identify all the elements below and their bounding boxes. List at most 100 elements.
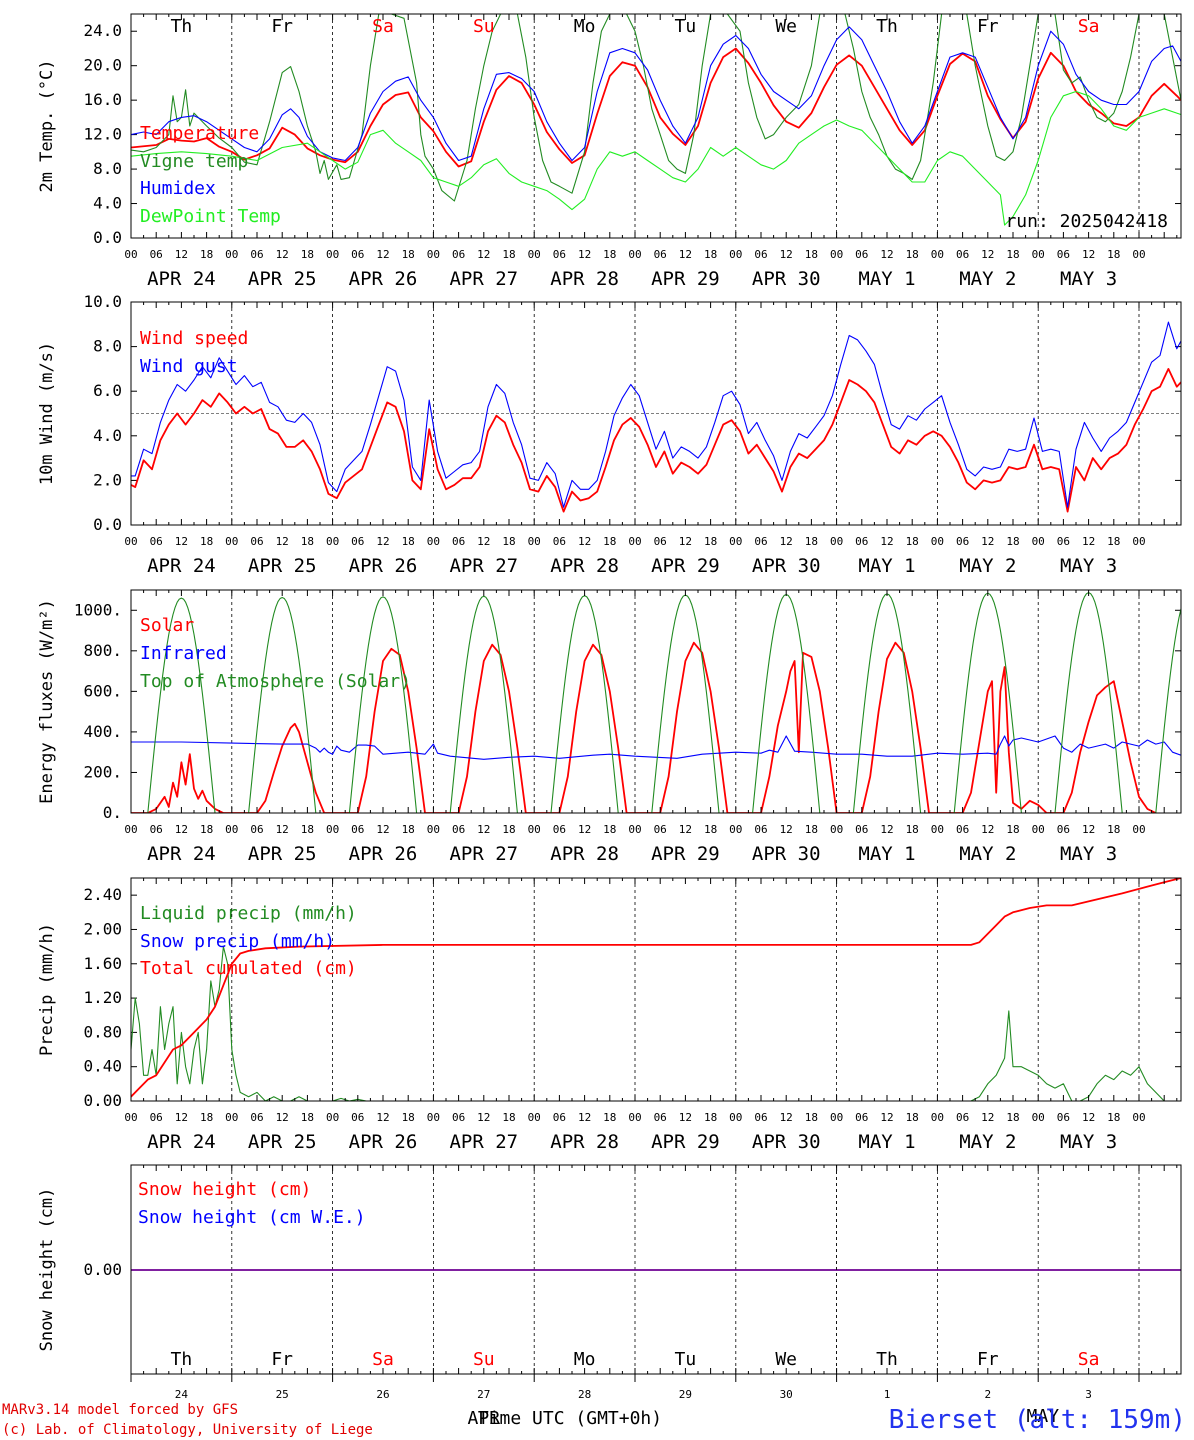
day-number-label: 3 <box>1085 1388 1092 1401</box>
y-tick-label: 6.0 <box>93 381 122 400</box>
hour-label: 00 <box>326 823 339 836</box>
hour-label: 06 <box>654 823 667 836</box>
hour-label: 18 <box>1006 1111 1019 1124</box>
series-line-temperature <box>131 47 1181 168</box>
date-label: APR 26 <box>349 555 418 577</box>
hour-label: 00 <box>628 1111 641 1124</box>
weekday-label-top: Sa <box>1078 16 1100 37</box>
panel-frame <box>130 301 1182 526</box>
hour-label: 06 <box>351 823 364 836</box>
date-label: APR 26 <box>349 1131 418 1153</box>
date-label: MAY 1 <box>858 843 915 865</box>
hour-label: 06 <box>754 823 767 836</box>
y-tick-label: 1.20 <box>83 988 122 1007</box>
y-axis-label-2: 10m Wind (m/s) <box>37 342 57 485</box>
weekday-label-bottom: Mo <box>574 1349 596 1370</box>
hour-label: 18 <box>1107 248 1120 261</box>
date-label: APR 28 <box>550 268 619 290</box>
hour-label: 18 <box>603 1111 616 1124</box>
date-label: APR 28 <box>550 843 619 865</box>
y-tick-label: 0.0 <box>93 228 122 247</box>
hour-label: 06 <box>956 823 969 836</box>
hour-label: 18 <box>402 823 415 836</box>
y-tick-label: 0.80 <box>83 1022 122 1041</box>
y-tick-label: 20.0 <box>83 56 122 75</box>
hour-label: 18 <box>704 535 717 548</box>
hour-label: 06 <box>452 823 465 836</box>
series-line-wind-speed <box>131 368 1181 513</box>
hour-label: 06 <box>754 535 767 548</box>
hour-label: 18 <box>402 1111 415 1124</box>
y-tick-label: 8.0 <box>93 159 122 178</box>
series-line-toa-solar <box>752 593 821 813</box>
y-tick-label: 200. <box>83 762 122 781</box>
hour-label: 12 <box>175 248 188 261</box>
hour-label: 00 <box>729 823 742 836</box>
weekday-label-bottom: Fr <box>271 1349 293 1370</box>
date-label: APR 26 <box>349 843 418 865</box>
series-line-toa-solar <box>449 595 518 813</box>
day-number-label: 28 <box>578 1388 591 1401</box>
hour-label: 06 <box>956 248 969 261</box>
hour-label: 00 <box>124 248 137 261</box>
weekday-label-bottom: We <box>775 1349 797 1370</box>
hour-label: 12 <box>780 1111 793 1124</box>
x-axis-title: Time UTC (GMT+0h) <box>478 1408 662 1429</box>
y-tick-label: 2.40 <box>83 885 122 904</box>
date-label: APR 29 <box>651 555 720 577</box>
hour-label: 00 <box>830 1111 843 1124</box>
weekday-label-top: Fr <box>977 16 999 37</box>
series-line-toa-solar <box>1054 592 1123 813</box>
hour-label: 06 <box>351 535 364 548</box>
hour-label: 18 <box>1107 535 1120 548</box>
day-number-label: 24 <box>175 1388 189 1401</box>
y-tick-label: 600. <box>83 681 122 700</box>
date-label: APR 30 <box>752 1131 821 1153</box>
hour-label: 00 <box>1132 248 1145 261</box>
y-axis-label-3: Energy fluxes (W/m²) <box>37 599 57 804</box>
legend-entry: Wind gust <box>140 356 238 377</box>
hour-label: 12 <box>880 823 893 836</box>
y-axis-label-1: 2m Temp. (°C) <box>37 59 57 192</box>
hour-label: 00 <box>124 823 137 836</box>
weekday-label-top: We <box>775 16 797 37</box>
hour-label: 00 <box>729 248 742 261</box>
hour-label: 18 <box>1006 823 1019 836</box>
legend-entry: Liquid precip (mm/h) <box>140 903 357 924</box>
hour-label: 18 <box>906 1111 919 1124</box>
y-tick-label: 0.40 <box>83 1057 122 1076</box>
hour-label: 12 <box>175 1111 188 1124</box>
hour-label: 00 <box>225 1111 238 1124</box>
hour-label: 18 <box>805 248 818 261</box>
weekday-label-bottom: Su <box>473 1349 495 1370</box>
y-tick-label: 8.0 <box>93 337 122 356</box>
hour-label: 06 <box>956 1111 969 1124</box>
date-label: MAY 1 <box>858 1131 915 1153</box>
model-credit: MARv3.14 model forced by GFS <box>2 1402 238 1418</box>
hour-label: 06 <box>855 248 868 261</box>
day-number-label: 2 <box>984 1388 991 1401</box>
hour-label: 12 <box>477 535 490 548</box>
hour-label: 12 <box>578 823 591 836</box>
hour-label: 18 <box>200 1111 213 1124</box>
hour-label: 00 <box>830 823 843 836</box>
lab-credit: (c) Lab. of Climatology, University of L… <box>2 1422 373 1438</box>
hour-label: 06 <box>956 535 969 548</box>
legend-entry: Top of Atmosphere (Solar) <box>140 671 411 692</box>
x-axis-panel-2: 00 06 12 18 00 06 12 18 00 06 12 18 00 06 12 18 00 06 12 18… <box>124 302 1178 577</box>
hour-label: 00 <box>427 535 440 548</box>
series-line-total-cumulated-cm <box>131 878 1181 1098</box>
legend-entry: DewPoint Temp <box>140 206 281 227</box>
y-tick-label: 12.0 <box>83 125 122 144</box>
hour-label: 06 <box>654 1111 667 1124</box>
hour-label: 18 <box>704 1111 717 1124</box>
y-tick-label: 400. <box>83 722 122 741</box>
hour-label: 06 <box>250 248 263 261</box>
hour-label: 00 <box>931 1111 944 1124</box>
panel-frame <box>130 589 1182 814</box>
panel-frame <box>130 13 1182 239</box>
date-label: MAY 3 <box>1060 1131 1117 1153</box>
hour-label: 12 <box>477 1111 490 1124</box>
hour-label: 18 <box>704 248 717 261</box>
hour-label: 00 <box>427 248 440 261</box>
